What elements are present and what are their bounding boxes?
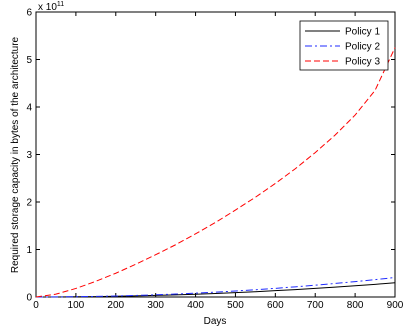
y-tick-label: 2 xyxy=(26,198,32,209)
x-tick-label: 300 xyxy=(147,300,164,311)
x-axis-label: Days xyxy=(204,316,227,327)
y-tick-label: 6 xyxy=(26,8,32,19)
y-tick-label: 3 xyxy=(26,150,32,161)
legend-label: Policy 3 xyxy=(345,57,380,68)
x-tick-label: 700 xyxy=(307,300,324,311)
legend: Policy 1 Policy 2 Policy 3 xyxy=(299,20,389,71)
y-multiplier-exponent: 11 xyxy=(57,1,64,8)
x-tick-label: 800 xyxy=(347,300,364,311)
series-line-policy-1 xyxy=(35,282,396,298)
x-tick-label: 900 xyxy=(387,300,403,311)
x-tick-label: 400 xyxy=(187,300,204,311)
x-tick-label: 600 xyxy=(267,300,284,311)
y-tick-label: 5 xyxy=(26,55,32,66)
legend-box xyxy=(299,20,389,71)
y-axis-label: Required storage capacity in bytes of th… xyxy=(10,36,21,273)
y-tick-label: 4 xyxy=(26,103,32,114)
y-axis: 0 1 2 3 4 5 6 xyxy=(26,8,395,304)
series-line-policy-3 xyxy=(35,47,396,298)
series-layer xyxy=(35,47,396,298)
y-multiplier-base: x 10 xyxy=(38,2,57,13)
y-tick-label: 0 xyxy=(26,293,32,304)
y-tick-label: 1 xyxy=(26,245,32,256)
y-multiplier-label: x 1011 xyxy=(38,1,64,13)
x-tick-label: 500 xyxy=(227,300,244,311)
x-tick-label: 0 xyxy=(33,300,39,311)
x-tick-label: 100 xyxy=(68,300,85,311)
x-axis: 0 100 200 300 400 500 600 700 800 900 xyxy=(33,12,403,311)
legend-label: Policy 2 xyxy=(345,42,380,53)
legend-label: Policy 1 xyxy=(345,27,380,38)
x-tick-label: 200 xyxy=(107,300,124,311)
